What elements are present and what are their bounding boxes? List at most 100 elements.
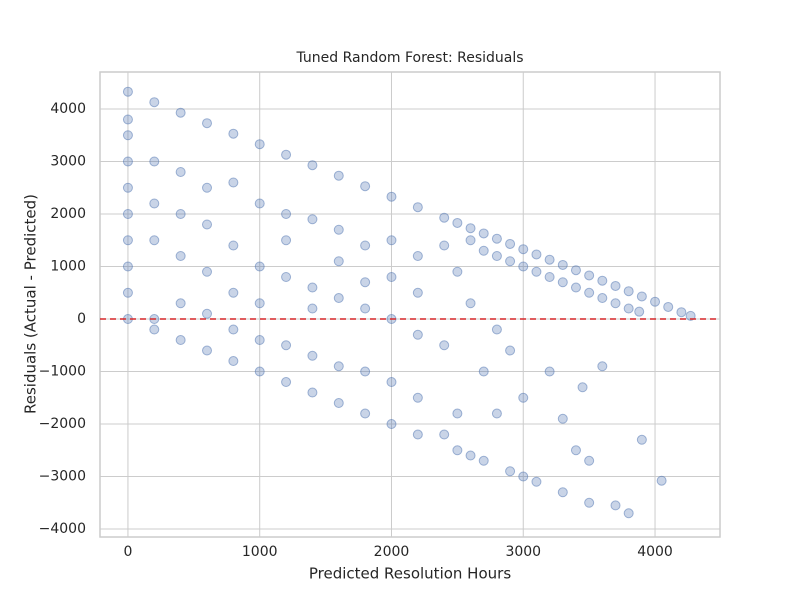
y-tick-label: −1000 — [39, 364, 86, 380]
point — [175, 251, 186, 262]
y-tick-label: 1000 — [50, 259, 86, 275]
point — [281, 377, 292, 388]
point — [307, 214, 318, 225]
point — [122, 182, 133, 193]
point — [307, 282, 318, 293]
point — [228, 128, 239, 139]
y-tick-label: −2000 — [39, 416, 86, 432]
point — [544, 254, 555, 265]
point — [491, 324, 502, 335]
point — [439, 212, 450, 223]
plot-frame — [99, 71, 721, 538]
point — [491, 233, 502, 244]
point — [636, 291, 647, 302]
point — [570, 265, 581, 276]
point — [333, 293, 344, 304]
point — [254, 261, 265, 272]
point — [333, 361, 344, 372]
point — [577, 382, 588, 393]
point — [333, 170, 344, 181]
point — [228, 177, 239, 188]
point — [175, 298, 186, 309]
point — [584, 270, 595, 281]
point — [544, 366, 555, 377]
point — [307, 160, 318, 171]
point — [412, 202, 423, 213]
point — [122, 86, 133, 97]
point — [254, 198, 265, 209]
y-tick-label: −4000 — [39, 521, 86, 537]
point — [360, 240, 371, 251]
point — [505, 238, 516, 249]
point — [505, 345, 516, 356]
y-tick-label: 2000 — [50, 206, 86, 222]
point — [412, 251, 423, 262]
point — [663, 301, 674, 312]
point — [636, 434, 647, 445]
point — [656, 475, 667, 486]
point — [518, 392, 529, 403]
point — [228, 240, 239, 251]
y-tick-label: 3000 — [50, 154, 86, 170]
point — [281, 149, 292, 160]
point — [584, 287, 595, 298]
point — [333, 256, 344, 267]
point — [452, 266, 463, 277]
point — [518, 244, 529, 255]
y-tick-label: −3000 — [39, 469, 86, 485]
point — [149, 324, 160, 335]
point — [452, 217, 463, 228]
point — [491, 408, 502, 419]
point — [570, 445, 581, 456]
point — [650, 296, 661, 307]
point — [610, 500, 621, 511]
point — [412, 329, 423, 340]
point — [623, 286, 634, 297]
point — [465, 223, 476, 234]
point — [254, 366, 265, 377]
point — [202, 345, 213, 356]
point — [478, 366, 489, 377]
point — [333, 224, 344, 235]
x-tick-label: 3000 — [505, 544, 541, 560]
point — [386, 235, 397, 246]
point — [360, 277, 371, 288]
point — [570, 282, 581, 293]
x-tick-label: 1000 — [242, 544, 278, 560]
y-tick-label: 4000 — [50, 101, 86, 117]
point — [149, 198, 160, 209]
point — [634, 306, 645, 317]
point — [465, 450, 476, 461]
point — [685, 310, 696, 321]
point — [676, 307, 687, 318]
point — [333, 398, 344, 409]
point — [439, 429, 450, 440]
point — [465, 235, 476, 246]
point — [557, 277, 568, 288]
point — [531, 476, 542, 487]
point — [478, 228, 489, 239]
point — [584, 455, 595, 466]
point — [281, 340, 292, 351]
point — [175, 335, 186, 346]
y-axis-label: Residuals (Actual - Predicted) — [22, 194, 40, 414]
point — [175, 107, 186, 118]
point — [439, 340, 450, 351]
point — [360, 181, 371, 192]
point — [228, 324, 239, 335]
point — [307, 387, 318, 398]
point — [478, 245, 489, 256]
point — [412, 429, 423, 440]
point — [623, 303, 634, 314]
point — [597, 275, 608, 286]
point — [597, 361, 608, 372]
point — [202, 182, 213, 193]
point — [307, 350, 318, 361]
point — [557, 487, 568, 498]
point — [610, 280, 621, 291]
x-tick-label: 0 — [123, 544, 132, 560]
point — [452, 408, 463, 419]
point — [386, 272, 397, 283]
point — [584, 497, 595, 508]
